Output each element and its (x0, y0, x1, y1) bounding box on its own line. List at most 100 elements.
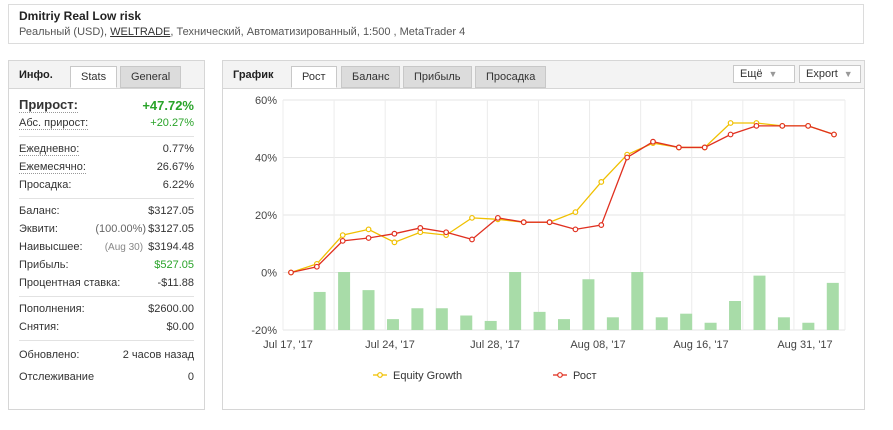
tab-growth[interactable]: Рост (291, 66, 337, 88)
series-point (624, 154, 631, 161)
chart-tabbar: График Рост Баланс Прибыль Просадка Ещё ▼… (223, 61, 864, 89)
x-tick-label: Aug 08, '17 (570, 339, 625, 351)
account-subtitle: Реальный (USD), WELTRADE, Технический, А… (19, 26, 853, 38)
tab-balance[interactable]: Баланс (341, 66, 401, 88)
y-tick-label: 60% (255, 95, 277, 107)
deposits-label: Пополнения: (19, 303, 85, 315)
interest-row: Процентная ставка: -$11.88 (19, 274, 194, 292)
monthly-row: Ежемесячно: 26.67% (19, 158, 194, 176)
abs-growth-label: Абс. прирост: (19, 116, 89, 130)
interest-value: -$11.88 (157, 277, 195, 289)
series-point (701, 144, 708, 151)
volume-bar (533, 311, 546, 330)
daily-value: 0.77% (162, 143, 194, 155)
x-tick-label: Aug 16, '17 (673, 339, 728, 351)
more-dropdown[interactable]: Ещё ▼ (733, 65, 795, 83)
broker-link[interactable]: WELTRADE (110, 26, 171, 38)
export-label: Export (806, 68, 838, 80)
equity-row: Эквити: (100.00%) $3127.05 (19, 220, 194, 238)
tab-profit[interactable]: Прибыль (403, 66, 472, 88)
drawdown-label: Просадка: (19, 179, 72, 191)
x-tick-label: Jul 24, '17 (365, 339, 415, 351)
series-line (290, 125, 835, 274)
export-dropdown[interactable]: Export ▼ (799, 65, 861, 83)
series-point (443, 229, 450, 236)
x-tick-label: Jul 17, '17 (263, 339, 313, 351)
series-point (805, 122, 812, 129)
series-line (290, 122, 835, 274)
series-point (339, 232, 346, 239)
daily-row: Ежедневно: 0.77% (19, 140, 194, 158)
volume-bar (411, 308, 424, 330)
chevron-down-icon: ▼ (843, 69, 853, 79)
y-tick-label: 20% (255, 210, 277, 222)
equity-value-cell: (100.00%) $3127.05 (95, 223, 194, 235)
growth-chart: 60% 40% 20% 0% -20% Jul 17, '17 Jul 24, '17 Jul… (251, 95, 846, 382)
volume-bar (655, 317, 668, 330)
growth-row: Прирост: +47.72% (19, 96, 194, 114)
account-title: Dmitriy Real Low risk (19, 9, 142, 23)
chart-lines (288, 120, 837, 276)
abs-growth-row: Абс. прирост: +20.27% (19, 114, 194, 132)
series-point (572, 209, 579, 216)
series-point (365, 235, 372, 241)
chevron-down-icon: ▼ (768, 69, 778, 79)
legend-marker (557, 372, 563, 378)
chart-labels: 60% 40% 20% 0% -20% Jul 17, '17 Jul 24, '17 Jul… (251, 95, 832, 351)
deposits-group: Пополнения: $2600.00 Снятия: $0.00 (19, 297, 194, 341)
withdrawals-value: $0.00 (166, 321, 194, 333)
series-point (598, 222, 605, 228)
volume-bar (606, 317, 619, 330)
chart-legend: Equity Growth Рост (373, 370, 597, 382)
y-tick-label: -20% (251, 325, 277, 337)
tracking-value: 0 (187, 371, 194, 383)
rates-group: Ежедневно: 0.77% Ежемесячно: 26.67% Прос… (19, 137, 194, 199)
more-label: Ещё (740, 68, 763, 80)
withdrawals-row: Снятия: $0.00 (19, 318, 194, 336)
profit-value: $527.05 (154, 259, 194, 271)
volume-bar (704, 322, 717, 330)
equity-percent: (100.00%) (95, 223, 147, 235)
volume-bar (680, 313, 693, 330)
highest-label: Наивысшее: (19, 241, 83, 253)
updated-group: Обновлено: 2 часов назад Отслеживание 0 (19, 341, 194, 390)
series-point (753, 122, 760, 129)
x-tick-label: Jul 28, '17 (470, 339, 520, 351)
series-point (469, 236, 475, 243)
series-point (675, 144, 682, 151)
y-tick-label: 40% (255, 153, 277, 165)
legend-marker (377, 372, 383, 378)
series-point (831, 131, 837, 138)
equity-label: Эквити: (19, 223, 58, 235)
volume-bar (777, 317, 790, 330)
balance-group: Баланс: $3127.05 Эквити: (100.00%) $3127.… (19, 199, 194, 297)
y-tick-label: 0% (261, 268, 277, 280)
deposits-row: Пополнения: $2600.00 (19, 300, 194, 318)
highest-row: Наивысшее: (Aug 30) $3194.48 (19, 238, 194, 256)
series-point (546, 219, 553, 226)
series-point (727, 131, 734, 138)
growth-label: Прирост: (19, 97, 78, 113)
growth-value: +47.72% (142, 97, 194, 113)
series-point (650, 138, 656, 145)
series-point (391, 239, 398, 246)
profit-label: Прибыль: (19, 259, 69, 271)
legend-label: Equity Growth (393, 370, 462, 382)
balance-row: Баланс: $3127.05 (19, 202, 194, 220)
info-tabbar: Инфо. Stats General (9, 61, 204, 89)
tab-general[interactable]: General (120, 66, 182, 88)
monthly-label: Ежемесячно: (19, 160, 86, 174)
info-panel: Инфо. Stats General Прирост: +47.72% Абс… (8, 60, 205, 410)
chart-panel: График Рост Баланс Прибыль Просадка Ещё ▼… (222, 60, 865, 410)
x-tick-label: Aug 31, '17 (777, 339, 832, 351)
tab-drawdown[interactable]: Просадка (475, 66, 547, 88)
volume-bar (582, 279, 595, 330)
info-panel-title: Инфо. (19, 69, 53, 81)
tab-stats[interactable]: Stats (70, 66, 118, 88)
volume-bar (753, 275, 766, 330)
series-point (365, 226, 372, 233)
volume-bar (631, 272, 644, 330)
highest-date: (Aug 30) (104, 242, 144, 253)
series-point (494, 214, 501, 221)
legend-label: Рост (573, 370, 597, 382)
